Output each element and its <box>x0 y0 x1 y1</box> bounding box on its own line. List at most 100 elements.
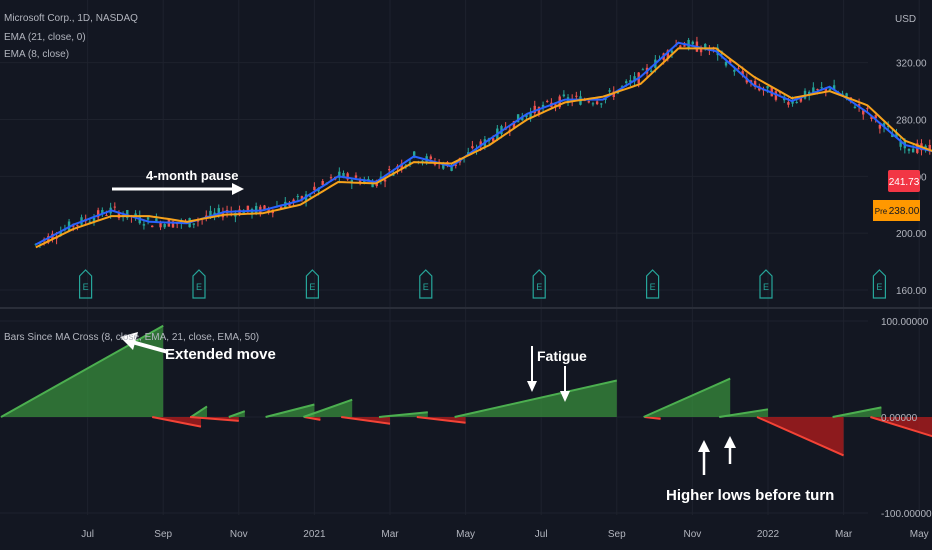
indicator-line <box>644 416 661 420</box>
ema-short-legend[interactable]: EMA (8, close) <box>4 49 69 60</box>
candle-body <box>491 138 495 142</box>
indicator-line <box>303 398 353 418</box>
indicator-line <box>756 416 845 457</box>
pause-annotation: 4-month pause <box>146 168 238 183</box>
candle-body <box>791 100 794 104</box>
candle-body <box>629 80 632 83</box>
candle-body <box>309 195 312 197</box>
candle-body <box>471 146 474 149</box>
fatigue-annotation: Fatigue <box>537 348 587 364</box>
indicator-line <box>454 379 618 418</box>
time-tick-label: 2022 <box>757 529 780 540</box>
higher-lows-annotation: Higher lows before turn <box>666 487 834 504</box>
candle-body <box>217 208 220 214</box>
candle-body <box>866 108 869 110</box>
candle-body <box>92 217 96 223</box>
indicator-line <box>0 324 164 418</box>
candle-body <box>142 224 146 226</box>
earnings-markers: EEEEEEEEEE <box>79 269 886 299</box>
last-price-value: 241.73 <box>889 177 920 188</box>
candle-body <box>728 59 732 64</box>
candle-body <box>300 196 304 201</box>
candle-body <box>76 224 79 226</box>
candle-body <box>408 161 412 165</box>
indicator-legend[interactable]: Bars Since MA Cross (8, close, EMA, 21, … <box>4 332 259 343</box>
earnings-flag-icon <box>419 269 433 299</box>
currency-label: USD <box>895 14 916 25</box>
candle-body <box>608 90 611 92</box>
candle-body <box>907 149 911 151</box>
time-tick-label: Sep <box>608 529 626 540</box>
candle-body <box>516 114 520 123</box>
candle-body <box>400 163 403 169</box>
indicator-line <box>719 408 769 418</box>
candle-body <box>383 179 387 182</box>
candle-body <box>192 223 196 225</box>
pre-tag-badge <box>873 200 889 221</box>
indicator-line <box>341 416 391 425</box>
candle-body <box>745 78 749 83</box>
candle-body <box>163 224 166 228</box>
candle-body <box>774 91 778 100</box>
candle-body <box>753 81 757 87</box>
time-tick-label: Nov <box>684 529 702 540</box>
higher-lows-arrow-1-head-icon <box>698 440 710 452</box>
candle-body <box>196 220 200 222</box>
earnings-flag-label: E <box>83 282 89 292</box>
indicator-line <box>870 416 932 438</box>
candle-body <box>429 156 433 159</box>
candle-body <box>587 101 591 103</box>
time-tick-label: May <box>910 529 929 540</box>
candle-body <box>338 171 341 178</box>
candle-body <box>670 50 674 53</box>
candle-body <box>554 104 557 106</box>
time-tick-label: 2021 <box>303 529 326 540</box>
price-tick-label: 200.00 <box>896 229 927 240</box>
candle-body <box>155 218 158 222</box>
candle-body <box>292 199 295 203</box>
candle-body <box>151 225 154 228</box>
pre-price-value: 238.00 <box>889 206 920 217</box>
grid-lines <box>0 0 932 515</box>
candle-body <box>595 101 599 105</box>
higher-lows-arrow-2-head-icon <box>724 436 736 448</box>
candle-body <box>296 196 299 198</box>
candle-body <box>824 87 828 92</box>
earnings-flag-icon <box>532 269 546 299</box>
candle-body <box>666 50 670 58</box>
candle-body <box>354 175 358 178</box>
candle-body <box>882 123 886 128</box>
candle-body <box>812 87 815 94</box>
candle-body <box>342 172 345 178</box>
indicator-line <box>189 416 239 422</box>
candle-body <box>412 151 416 157</box>
candle-body <box>512 120 516 129</box>
candle-body <box>683 45 686 47</box>
candle-body <box>329 177 333 179</box>
candle-body <box>870 116 873 120</box>
candle-body <box>857 104 861 107</box>
candle-body <box>816 88 819 90</box>
candle-body <box>126 210 129 218</box>
earnings-flag-label: E <box>309 282 315 292</box>
time-tick-label: Nov <box>230 529 248 540</box>
candle-body <box>807 91 811 95</box>
symbol-legend[interactable]: Microsoft Corp., 1D, NASDAQ <box>4 13 138 24</box>
last-price-tag <box>888 170 920 192</box>
earnings-flag-icon <box>305 269 319 299</box>
ema-long-legend[interactable]: EMA (21, close, 0) <box>4 32 86 43</box>
earnings-flag-icon <box>79 269 93 299</box>
candle-body <box>820 87 823 89</box>
pre-tag-label: Pre <box>875 207 888 216</box>
candle-body <box>113 206 117 208</box>
candle-body <box>562 94 566 97</box>
candle-body <box>47 236 50 243</box>
candle-body <box>600 103 603 105</box>
candle-body <box>575 95 578 97</box>
indicator-line <box>832 406 882 418</box>
candle-body <box>363 179 366 184</box>
candle-body <box>313 186 316 191</box>
candle-body <box>832 85 836 90</box>
candle-body <box>242 210 245 215</box>
candle-body <box>704 44 707 50</box>
